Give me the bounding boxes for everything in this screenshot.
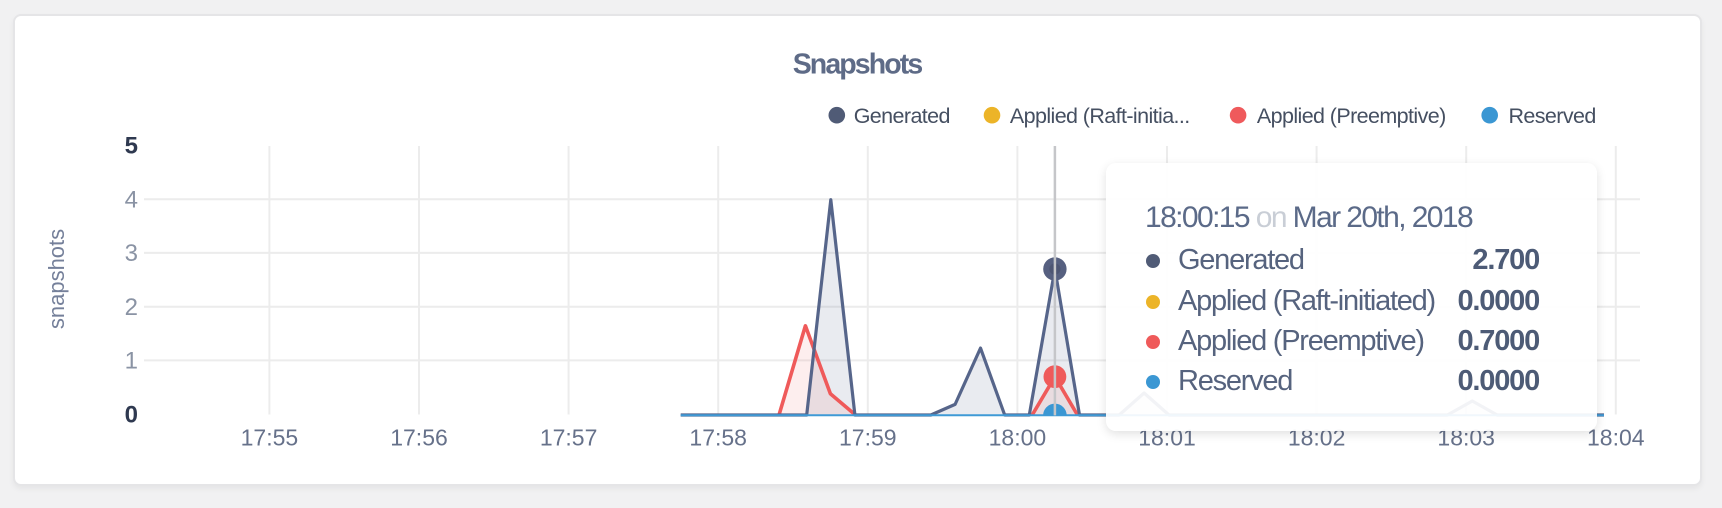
- svg-text:Reserved: Reserved: [1509, 104, 1596, 128]
- svg-text:3: 3: [125, 240, 138, 267]
- svg-text:17:56: 17:56: [390, 424, 448, 450]
- svg-text:Applied (Preemptive): Applied (Preemptive): [1257, 104, 1446, 128]
- svg-text:4: 4: [125, 186, 138, 213]
- svg-text:18:04: 18:04: [1587, 424, 1645, 450]
- svg-text:17:55: 17:55: [241, 424, 299, 450]
- svg-text:Generated: Generated: [854, 104, 950, 128]
- svg-text:17:57: 17:57: [540, 424, 598, 450]
- svg-text:snapshots: snapshots: [44, 229, 69, 329]
- svg-text:5: 5: [125, 133, 138, 160]
- svg-text:2: 2: [125, 294, 138, 321]
- svg-text:1: 1: [125, 348, 138, 375]
- svg-text:17:59: 17:59: [839, 424, 897, 450]
- svg-text:0: 0: [125, 402, 138, 429]
- svg-text:18:00: 18:00: [989, 424, 1047, 450]
- svg-text:Applied (Raft-initia...: Applied (Raft-initia...: [1010, 104, 1190, 128]
- svg-text:Snapshots: Snapshots: [793, 49, 923, 81]
- svg-text:17:58: 17:58: [689, 424, 747, 450]
